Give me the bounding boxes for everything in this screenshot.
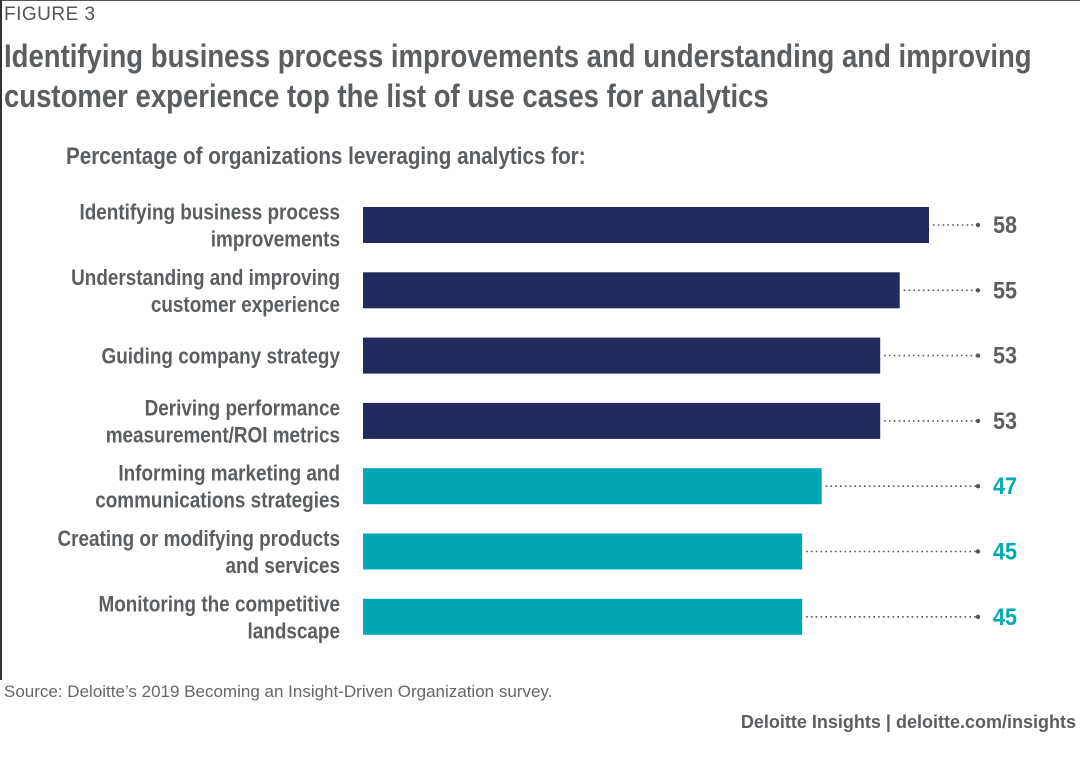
category-label-7: Monitoring the competitive landscape [98, 592, 340, 644]
leader-dot-7 [975, 614, 981, 619]
bar-5 [363, 468, 822, 505]
chart-title-line-1: Identifying business process improvement… [4, 38, 1032, 74]
category-label-7-line-2: landscape [248, 619, 340, 644]
frame-left-border [0, 0, 2, 680]
bar-chart: 58 Identifying business process improvemen… [57, 200, 1017, 644]
category-label-2: Understanding and improving customer expe… [71, 265, 340, 317]
footer-credit: Deloitte Insights | deloitte.com/insight… [740, 712, 1076, 732]
category-label-4-line-2: measurement/ROI metrics [106, 423, 340, 448]
bar-4 [363, 402, 881, 439]
category-label-4: Deriving performance measurement/ROI metr… [106, 396, 340, 448]
value-label-6: 45 [993, 539, 1017, 566]
value-label-3: 53 [993, 343, 1017, 370]
category-label-1-line-1: Identifying business process [79, 200, 340, 225]
category-label-5-line-1: Informing marketing and [118, 461, 340, 486]
category-label-3: Guiding company strategy [102, 344, 341, 369]
category-label-5: Informing marketing and communications st… [95, 461, 340, 513]
chart-subtitle: Percentage of organizations leveraging a… [66, 143, 586, 170]
category-label-1-line-2: improvements [211, 227, 340, 252]
value-label-7: 45 [993, 604, 1017, 631]
category-label-6-line-1: Creating or modifying products [57, 527, 340, 552]
category-label-5-line-2: communications strategies [95, 488, 340, 513]
value-label-1: 58 [993, 212, 1017, 239]
value-label-5: 47 [993, 473, 1017, 500]
bar-2 [363, 272, 900, 309]
category-label-1: Identifying business process improvements [79, 200, 340, 252]
frame-top-border [0, 0, 1080, 1]
leader-dot-6 [975, 549, 981, 554]
category-label-7-line-1: Monitoring the competitive [98, 592, 340, 617]
leader-dot-5 [975, 484, 981, 489]
bar-6 [363, 533, 803, 570]
leader-dot-4 [975, 418, 981, 424]
category-label-3-line-1: Guiding company strategy [102, 344, 341, 369]
chart-title-line-2: customer experience top the list of use … [4, 78, 769, 114]
chart-title: Identifying business process improvement… [4, 36, 1032, 116]
leader-dot-1 [975, 222, 981, 228]
category-label-2-line-2: customer experience [151, 292, 340, 317]
category-label-6: Creating or modifying products and servic… [57, 527, 340, 579]
leader-dot-2 [975, 288, 981, 293]
category-label-2-line-1: Understanding and improving [71, 265, 340, 290]
category-label-6-line-2: and services [225, 554, 340, 579]
bar-7 [363, 598, 803, 635]
bar-1 [363, 207, 929, 243]
source-note: Source: Deloitte’s 2019 Becoming an Insi… [4, 682, 553, 701]
bar-3 [363, 337, 881, 374]
figure-label: FIGURE 3 [4, 4, 96, 25]
leader-dot-3 [975, 353, 981, 358]
value-label-2: 55 [993, 277, 1017, 304]
category-label-4-line-1: Deriving performance [145, 396, 340, 421]
value-label-4: 53 [993, 408, 1017, 435]
